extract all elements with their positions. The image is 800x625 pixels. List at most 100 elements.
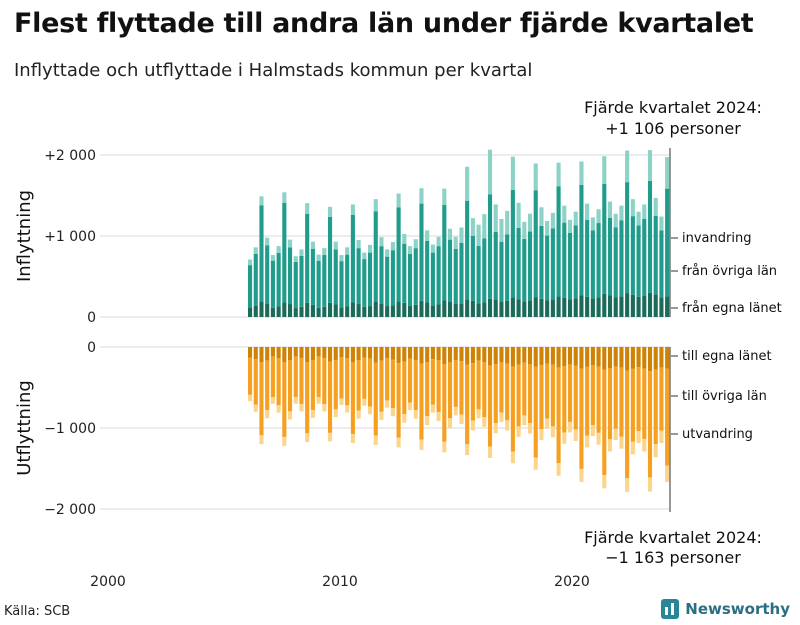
bar-segment [556,463,561,476]
bar-segment [379,303,384,317]
bar-segment [465,347,470,365]
bar-segment [287,360,293,412]
bar-segment [413,239,418,249]
bar-segment [527,213,533,232]
bar-segment [248,357,253,395]
bar-segment [413,410,418,419]
bar-segment [602,293,607,317]
bar-segment [579,468,584,482]
bar-segment [396,437,401,448]
bar-segment [282,362,287,437]
bar-segment [287,239,293,248]
bar-segment [282,192,287,203]
bar-segment [465,364,470,445]
bar-segment [602,369,607,475]
bar-segment [259,301,264,317]
bar-segment [602,183,607,294]
bar-segment [465,166,470,201]
bar-segment [282,302,287,317]
bar-segment [470,363,475,421]
bar-segment [419,188,424,204]
bar-segment [356,304,361,317]
bar-segment [665,347,670,369]
x-tick-label: 2020 [554,574,590,590]
bar-segment [665,368,670,466]
bar-segment [413,359,418,411]
bar-segment [350,214,355,303]
bar-segment [533,190,538,298]
bar-segment [476,245,481,304]
bar-segment [305,203,310,214]
y-tick-label: +2 000 [44,148,96,164]
bar-segment [590,425,595,437]
bar-segment [453,248,458,305]
bar-segment [579,184,584,296]
bar-segment [402,361,407,415]
bar-segment [567,347,573,365]
bar-segment [276,253,281,307]
bar-segment [248,394,253,402]
bar-segment [619,205,624,221]
bar-segment [482,214,487,239]
bar-segment [419,439,424,450]
bar-segment [442,347,447,365]
annotation-out-line2: −1 163 personer [605,548,741,567]
bar-segment [407,253,413,306]
bar-segment [287,247,293,305]
bar-segment [499,362,504,413]
bar-segment [625,150,630,183]
bar-segment [567,364,573,422]
bar-segment [482,302,487,317]
bar-segment [322,347,327,358]
bar-segment [430,244,435,253]
bar-segment [590,365,595,426]
bar-segment [613,213,618,228]
bar-segment [545,347,550,364]
bar-segment [390,242,395,251]
series-label: invandring [682,231,751,246]
bar-segment [653,369,658,445]
bar-segment [550,426,555,438]
chart-title: Flest flyttade till andra län under fjär… [14,8,754,39]
bar-segment [562,222,567,298]
bar-segment [647,347,653,372]
bar-segment [602,156,607,184]
bar-segment [585,203,590,220]
bar-segment [305,213,310,303]
bar-segment [625,182,630,294]
bar-segment [476,360,481,410]
bar-segment [590,347,595,366]
bar-segment [647,150,653,181]
bar-segment [248,265,253,308]
bar-segment [579,295,584,317]
bar-segment [253,305,258,317]
bar-segment [447,362,453,419]
bar-segment [482,347,487,362]
bar-segment [402,414,407,423]
bar-segment [562,366,567,433]
bar-segment [407,347,413,359]
chart-subtitle: Inflyttade och utflyttade i Halmstads ko… [14,60,533,81]
bar-segment [419,300,424,317]
bar-segment [476,347,481,361]
bar-segment [619,367,624,437]
bar-segment [436,347,441,361]
bar-segment [310,347,315,360]
bar-segment [556,367,561,464]
bar-segment [253,253,258,306]
bar-segment [573,211,578,226]
bar-segment [373,302,378,317]
bar-segment [425,302,430,317]
bar-segment [647,292,653,317]
y-tick-label: 0 [87,340,96,356]
bar-segment [596,209,601,224]
bar-segment [516,202,521,228]
bar-segment [293,261,298,309]
bar-segment [659,347,664,368]
bar-segment [539,429,544,441]
brand-logo: Newsworthy [661,599,790,619]
bar-segment [276,347,281,359]
bar-segment [259,435,264,445]
bar-segment [493,347,498,365]
bar-segment [396,363,401,438]
